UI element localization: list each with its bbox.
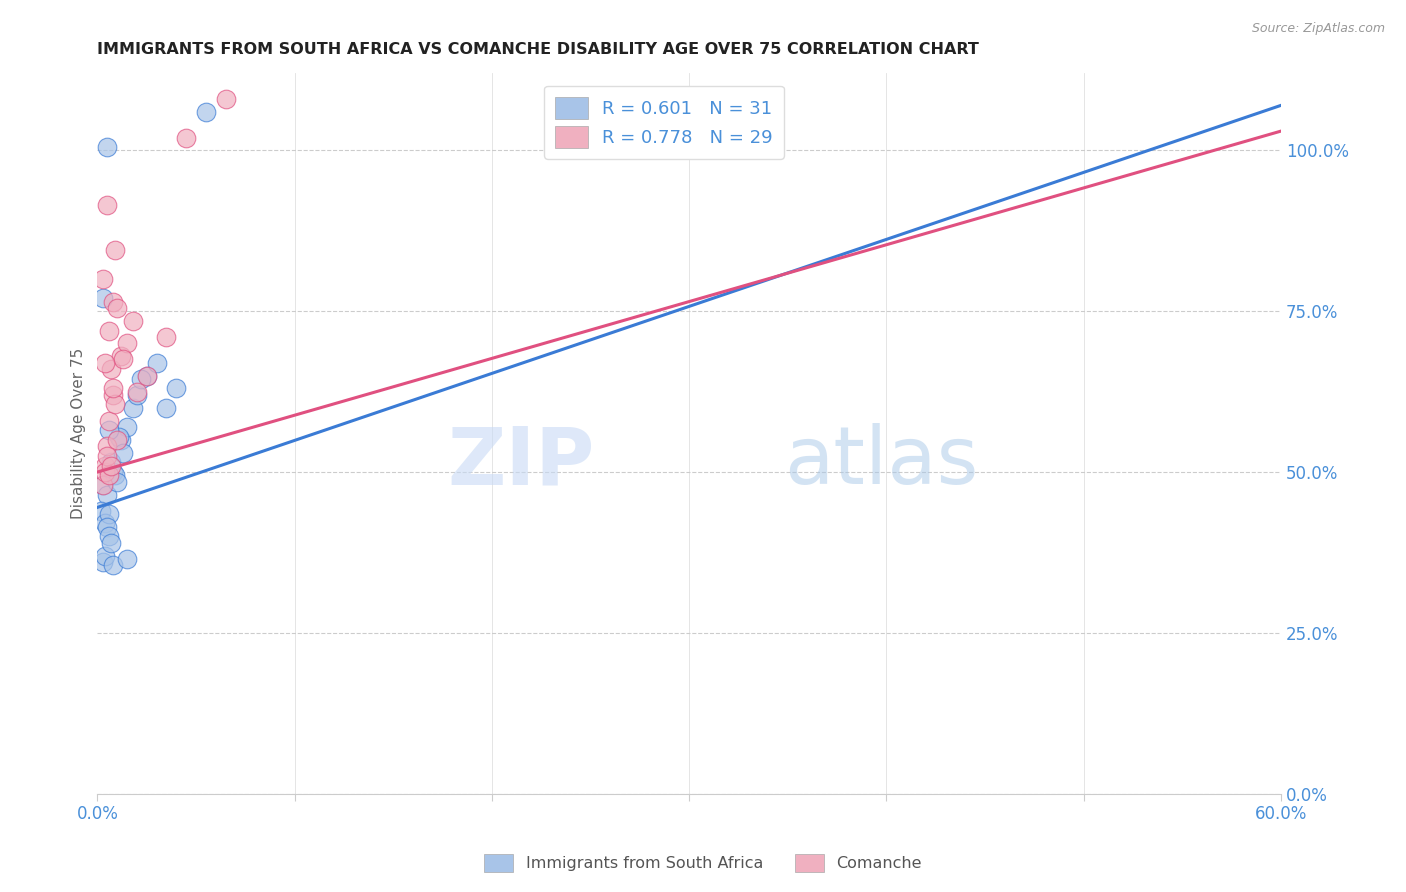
Point [115, 552, 138, 566]
Point [96, 449, 118, 463]
Point [100, 362, 122, 376]
Point [115, 420, 138, 434]
Point [105, 475, 128, 489]
Point [194, 104, 217, 119]
Point [214, 92, 236, 106]
Text: Source: ZipAtlas.com: Source: ZipAtlas.com [1251, 22, 1385, 36]
Point [108, 430, 131, 444]
Point [98, 529, 121, 543]
Point [165, 381, 187, 395]
Point [94, 549, 117, 563]
Point [98, 413, 121, 427]
Point [105, 433, 128, 447]
Point [96, 198, 118, 212]
Point [90, 503, 112, 517]
Point [101, 294, 124, 309]
Point [155, 401, 177, 415]
Point [96, 487, 118, 501]
Point [111, 446, 134, 460]
Point [94, 356, 117, 370]
Point [121, 401, 143, 415]
Point [101, 381, 124, 395]
Point [91, 555, 114, 569]
Point [104, 243, 127, 257]
Point [94, 458, 117, 473]
Point [91, 478, 114, 492]
Point [174, 130, 197, 145]
Point [104, 397, 127, 411]
Point [155, 330, 177, 344]
Point [91, 272, 114, 286]
Point [98, 423, 121, 437]
Point [96, 519, 118, 533]
Point [91, 478, 114, 492]
Point [100, 536, 122, 550]
Point [115, 336, 138, 351]
Point [105, 301, 128, 315]
Point [98, 468, 121, 483]
Text: atlas: atlas [783, 424, 979, 501]
Point [100, 458, 122, 473]
Point [101, 465, 124, 479]
Point [110, 349, 132, 363]
Text: ZIP: ZIP [447, 424, 595, 501]
Point [125, 384, 148, 399]
Point [135, 368, 157, 383]
Point [104, 468, 127, 483]
Point [94, 516, 117, 531]
Legend: Immigrants from South Africa, Comanche: Immigrants from South Africa, Comanche [477, 847, 929, 880]
Point [129, 372, 152, 386]
Y-axis label: Disability Age Over 75: Disability Age Over 75 [72, 348, 86, 519]
Text: IMMIGRANTS FROM SOUTH AFRICA VS COMANCHE DISABILITY AGE OVER 75 CORRELATION CHAR: IMMIGRANTS FROM SOUTH AFRICA VS COMANCHE… [97, 42, 979, 57]
Point [94, 465, 117, 479]
Point [125, 388, 148, 402]
Point [96, 439, 118, 453]
Point [98, 324, 121, 338]
Point [98, 507, 121, 521]
Point [145, 356, 167, 370]
Point [96, 140, 118, 154]
Legend: R = 0.601   N = 31, R = 0.778   N = 29: R = 0.601 N = 31, R = 0.778 N = 29 [544, 86, 783, 159]
Point [91, 291, 114, 305]
Point [110, 433, 132, 447]
Point [135, 368, 157, 383]
Point [111, 352, 134, 367]
Point [101, 388, 124, 402]
Point [101, 558, 124, 573]
Point [121, 314, 143, 328]
Point [100, 455, 122, 469]
